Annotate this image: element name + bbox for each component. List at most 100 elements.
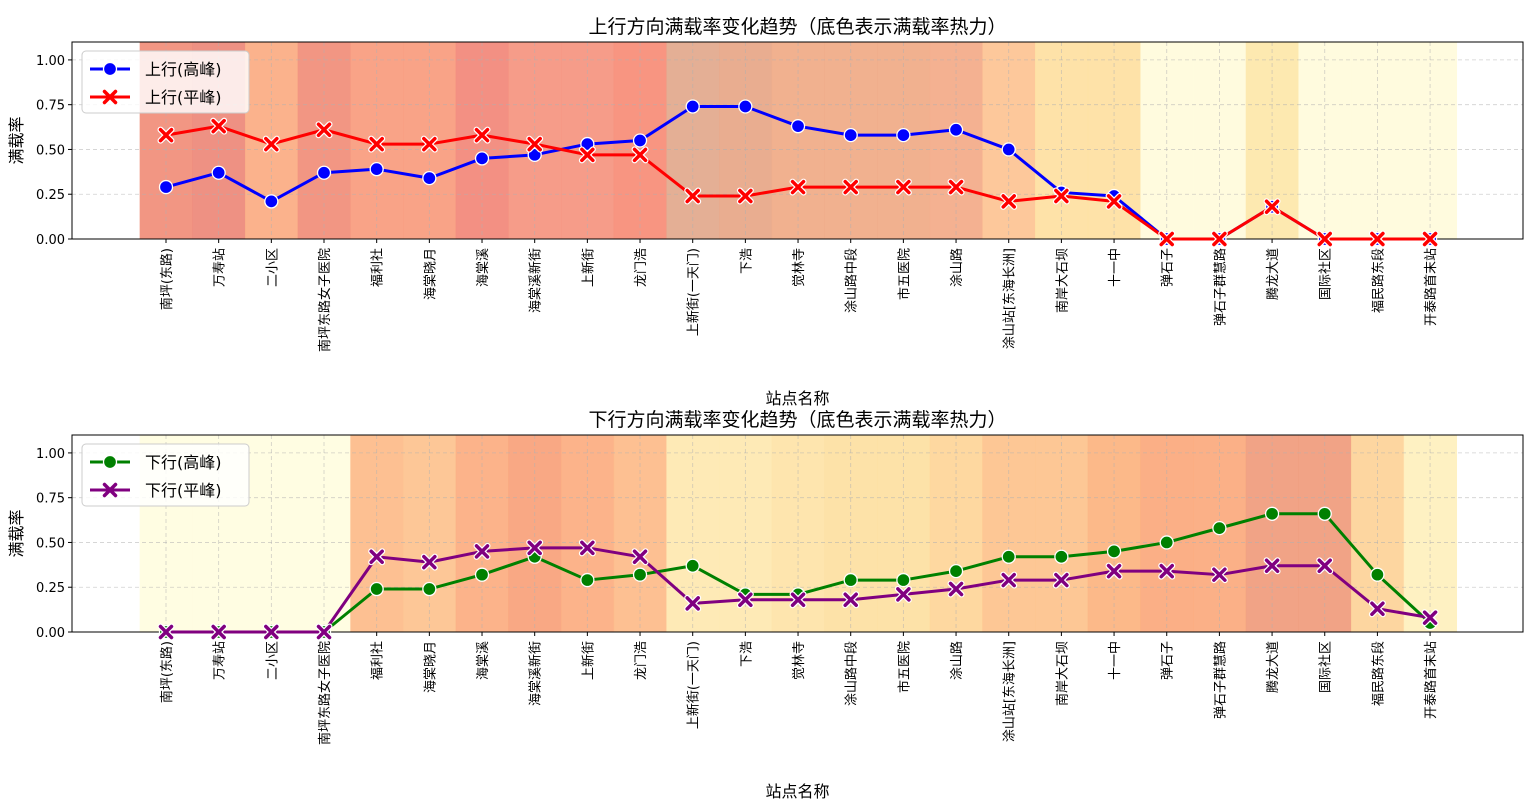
y-tick-label: 0.50 bbox=[36, 536, 65, 551]
y-tick-label: 0.00 bbox=[36, 233, 65, 248]
downbound-load-factor-chart: 0.00 0.25 0.50 0.75 1.00 南坪(东路) 万寿站 二小区 南坪东路女子医院… bbox=[7, 409, 1524, 801]
x-tick-label: 弹石子群慧路 bbox=[1212, 641, 1228, 719]
data-point bbox=[262, 135, 280, 153]
x-tick-label: 上新街(一天门) bbox=[686, 248, 702, 336]
data-point bbox=[632, 567, 648, 582]
data-point bbox=[790, 119, 806, 134]
y-tick-label: 0.75 bbox=[36, 99, 65, 114]
x-tick-label: 龙门浩 bbox=[634, 641, 649, 680]
chart-title: 下行方向满载率变化趋势（底色表示满载率热力） bbox=[588, 409, 1006, 431]
data-point bbox=[948, 122, 964, 137]
data-point bbox=[264, 194, 279, 209]
data-point bbox=[1000, 571, 1018, 589]
legend-marker bbox=[102, 454, 118, 470]
data-point bbox=[1370, 567, 1385, 582]
data-point bbox=[1316, 557, 1334, 575]
x-tick-label: 弹石子群慧路 bbox=[1212, 248, 1228, 326]
x-tick-label: 上新街(一天门) bbox=[686, 641, 702, 729]
data-point bbox=[473, 542, 491, 560]
x-tick-label: 万寿站 bbox=[213, 248, 228, 287]
data-point bbox=[1000, 192, 1018, 210]
data-point bbox=[736, 591, 754, 609]
data-point bbox=[157, 126, 175, 144]
data-point bbox=[262, 623, 280, 641]
data-point bbox=[685, 558, 700, 573]
x-tick-label: 海棠溪 bbox=[476, 248, 491, 287]
x-tick-label: 福利社 bbox=[370, 248, 386, 287]
x-tick-label: 南坪东路女子医院 bbox=[317, 641, 333, 745]
x-tick-label: 涂山站[东海长洲] bbox=[1002, 641, 1018, 742]
x-tick-label: 南坪东路女子医院 bbox=[317, 248, 333, 352]
x-tick-label: 腾龙大道 bbox=[1265, 641, 1281, 693]
x-tick-label: 上新街 bbox=[580, 641, 596, 680]
x-tick-label: 下浩 bbox=[739, 248, 754, 274]
series bbox=[157, 539, 1439, 641]
legend: 上行(高峰) 上行(平峰) bbox=[81, 50, 250, 114]
y-tick-label: 0.00 bbox=[36, 626, 65, 641]
y-tick-label: 0.25 bbox=[36, 581, 65, 596]
data-point bbox=[422, 581, 437, 597]
data-point bbox=[422, 170, 437, 186]
x-tick-label: 涂山路中段 bbox=[844, 248, 860, 313]
x-tick-label: 福民路东段 bbox=[1370, 641, 1386, 706]
x-tick-label: 觉林寺 bbox=[792, 641, 807, 680]
data-point bbox=[843, 572, 858, 588]
data-point bbox=[1263, 198, 1281, 216]
data-point bbox=[947, 178, 965, 196]
data-point bbox=[1264, 506, 1280, 521]
x-tick-label: 海棠溪 bbox=[476, 641, 491, 680]
x-tick-label: 十一中 bbox=[1108, 641, 1123, 680]
data-point bbox=[738, 99, 753, 114]
data-point bbox=[631, 146, 649, 164]
data-point bbox=[1368, 600, 1386, 618]
data-point bbox=[896, 572, 911, 588]
x-tick-label: 海棠晓月 bbox=[423, 248, 438, 300]
plot-frame bbox=[71, 41, 1524, 240]
data-point bbox=[473, 126, 491, 144]
data-point bbox=[1210, 566, 1228, 584]
data-point bbox=[947, 580, 965, 598]
x-tick-label: 国际社区 bbox=[1318, 641, 1334, 693]
x-tick-label: 福民路东段 bbox=[1370, 248, 1386, 313]
x-tick-label: 南岸大石坝 bbox=[1054, 641, 1070, 706]
data-point bbox=[580, 136, 595, 152]
data-point bbox=[211, 165, 226, 180]
x-tick-label: 涂山路 bbox=[949, 641, 965, 680]
data-point bbox=[894, 585, 912, 603]
data-point bbox=[1105, 562, 1123, 580]
data-point bbox=[526, 539, 544, 557]
y-tick-label: 0.25 bbox=[36, 188, 65, 203]
data-point bbox=[368, 135, 386, 153]
x-tick-label: 龙门浩 bbox=[634, 248, 649, 287]
data-point bbox=[1159, 535, 1174, 550]
data-point bbox=[1421, 230, 1439, 248]
data-point bbox=[1263, 557, 1281, 575]
data-point bbox=[1421, 609, 1439, 627]
plot-frame bbox=[71, 434, 1524, 633]
data-point bbox=[369, 162, 384, 177]
legend-label: 上行(高峰) bbox=[145, 60, 222, 79]
data-point bbox=[158, 179, 174, 195]
data-point bbox=[210, 623, 228, 641]
x-tick-label: 开泰路首末站 bbox=[1423, 641, 1439, 719]
data-point bbox=[896, 127, 911, 143]
x-tick-label: 觉林寺 bbox=[792, 248, 807, 287]
x-tick-label: 二小区 bbox=[265, 641, 280, 680]
data-point bbox=[789, 591, 807, 609]
x-tick-label: 上新街 bbox=[580, 248, 596, 287]
upbound-load-factor-chart: 0.00 0.25 0.50 0.75 1.00 南坪(东路) 万寿站 二小区 南坪东路女子医院… bbox=[7, 16, 1524, 408]
data-point bbox=[316, 165, 332, 180]
data-point bbox=[684, 187, 702, 205]
x-tick-label: 市五医院 bbox=[896, 641, 912, 693]
data-point bbox=[474, 151, 490, 166]
data-point bbox=[527, 147, 542, 162]
x-tick-label: 福利社 bbox=[370, 641, 386, 680]
y-tick-label: 1.00 bbox=[36, 54, 65, 69]
legend-marker bbox=[102, 482, 118, 498]
data-point bbox=[1052, 187, 1070, 205]
data-point bbox=[578, 539, 596, 557]
x-tick-label: 弹石子 bbox=[1161, 248, 1176, 287]
x-tick-label: 万寿站 bbox=[213, 641, 228, 680]
chart-title: 上行方向满载率变化趋势（底色表示满载率热力） bbox=[588, 16, 1006, 38]
data-point bbox=[1001, 142, 1016, 157]
